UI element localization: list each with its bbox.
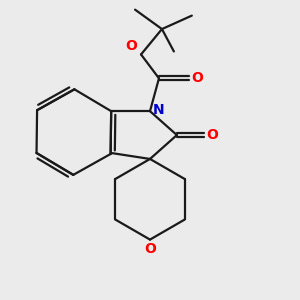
Text: O: O bbox=[206, 128, 218, 142]
Text: N: N bbox=[152, 103, 164, 117]
Text: O: O bbox=[191, 71, 203, 85]
Text: O: O bbox=[126, 39, 137, 53]
Text: O: O bbox=[144, 242, 156, 256]
